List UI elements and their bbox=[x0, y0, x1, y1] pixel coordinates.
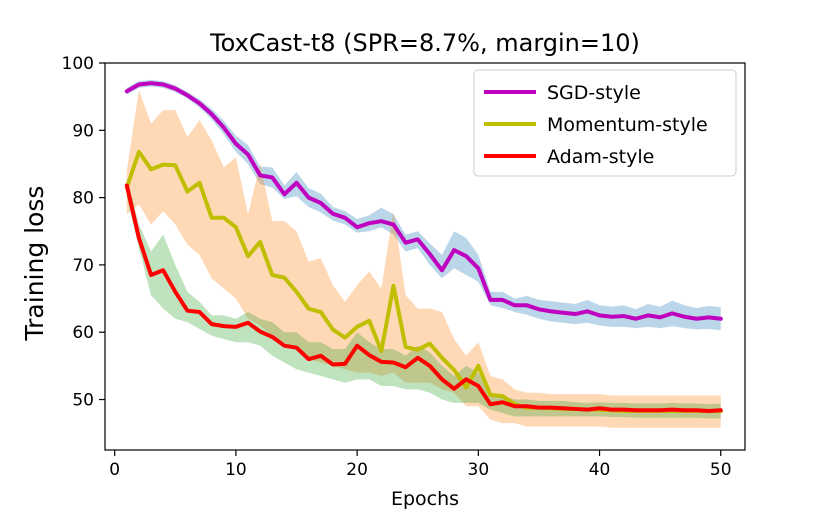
x-tick-label: 20 bbox=[346, 460, 368, 480]
x-tick-label: 40 bbox=[589, 460, 611, 480]
legend-label-momentum-style: Momentum-style bbox=[547, 114, 708, 136]
series-line-sgd-style bbox=[124, 81, 723, 321]
plot-frame bbox=[104, 62, 746, 451]
legend: SGD-style Momentum-style Adam-style bbox=[473, 69, 737, 177]
y-tick-label: 50 bbox=[72, 391, 94, 411]
x-tick-label: 50 bbox=[710, 460, 732, 480]
y-tick-label: 100 bbox=[62, 54, 94, 74]
legend-box bbox=[473, 69, 737, 177]
x-axis-label: Epochs bbox=[391, 488, 459, 510]
band-adam-style bbox=[126, 177, 721, 419]
y-tick-label: 90 bbox=[72, 121, 94, 141]
y-axis-label: Training loss bbox=[20, 186, 49, 342]
legend-label-sgd-style: SGD-style bbox=[547, 82, 641, 104]
chart-title: ToxCast-t8 (SPR=8.7%, margin=10) bbox=[209, 29, 640, 57]
x-tick-label: 0 bbox=[109, 460, 120, 480]
y-tick-label: 80 bbox=[72, 189, 94, 209]
y-tick-label: 70 bbox=[72, 256, 94, 276]
series-line-adam-style bbox=[124, 183, 723, 413]
axes: 0 10 20 30 40 50 50 60 70 80 90 100 bbox=[62, 54, 746, 480]
series-lines bbox=[124, 81, 723, 413]
legend-label-adam-style: Adam-style bbox=[547, 146, 654, 168]
y-tick-label: 60 bbox=[72, 323, 94, 343]
x-tick-label: 10 bbox=[225, 460, 247, 480]
x-tick-label: 30 bbox=[468, 460, 490, 480]
